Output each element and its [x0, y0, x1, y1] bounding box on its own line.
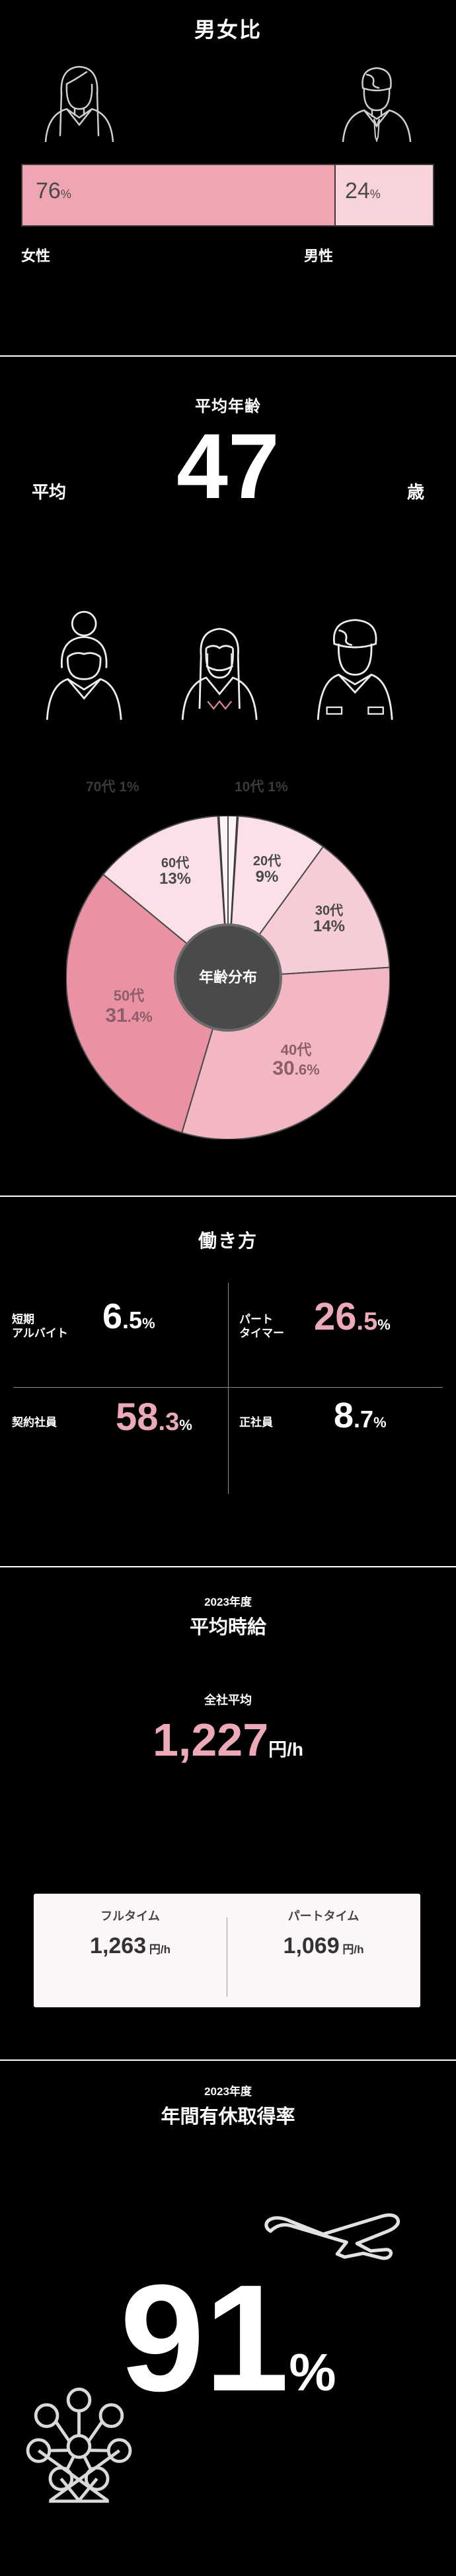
svg-text:50代: 50代: [114, 987, 144, 1004]
svg-text:60代: 60代: [161, 855, 189, 871]
svg-text:14%: 14%: [313, 917, 345, 935]
svg-text:40代: 40代: [281, 1042, 311, 1058]
svg-text:年齢分布: 年齢分布: [199, 969, 257, 985]
svg-text:13%: 13%: [159, 870, 191, 888]
svg-text:20代: 20代: [253, 853, 281, 869]
svg-text:9%: 9%: [256, 868, 279, 886]
svg-text:30代: 30代: [315, 903, 343, 918]
